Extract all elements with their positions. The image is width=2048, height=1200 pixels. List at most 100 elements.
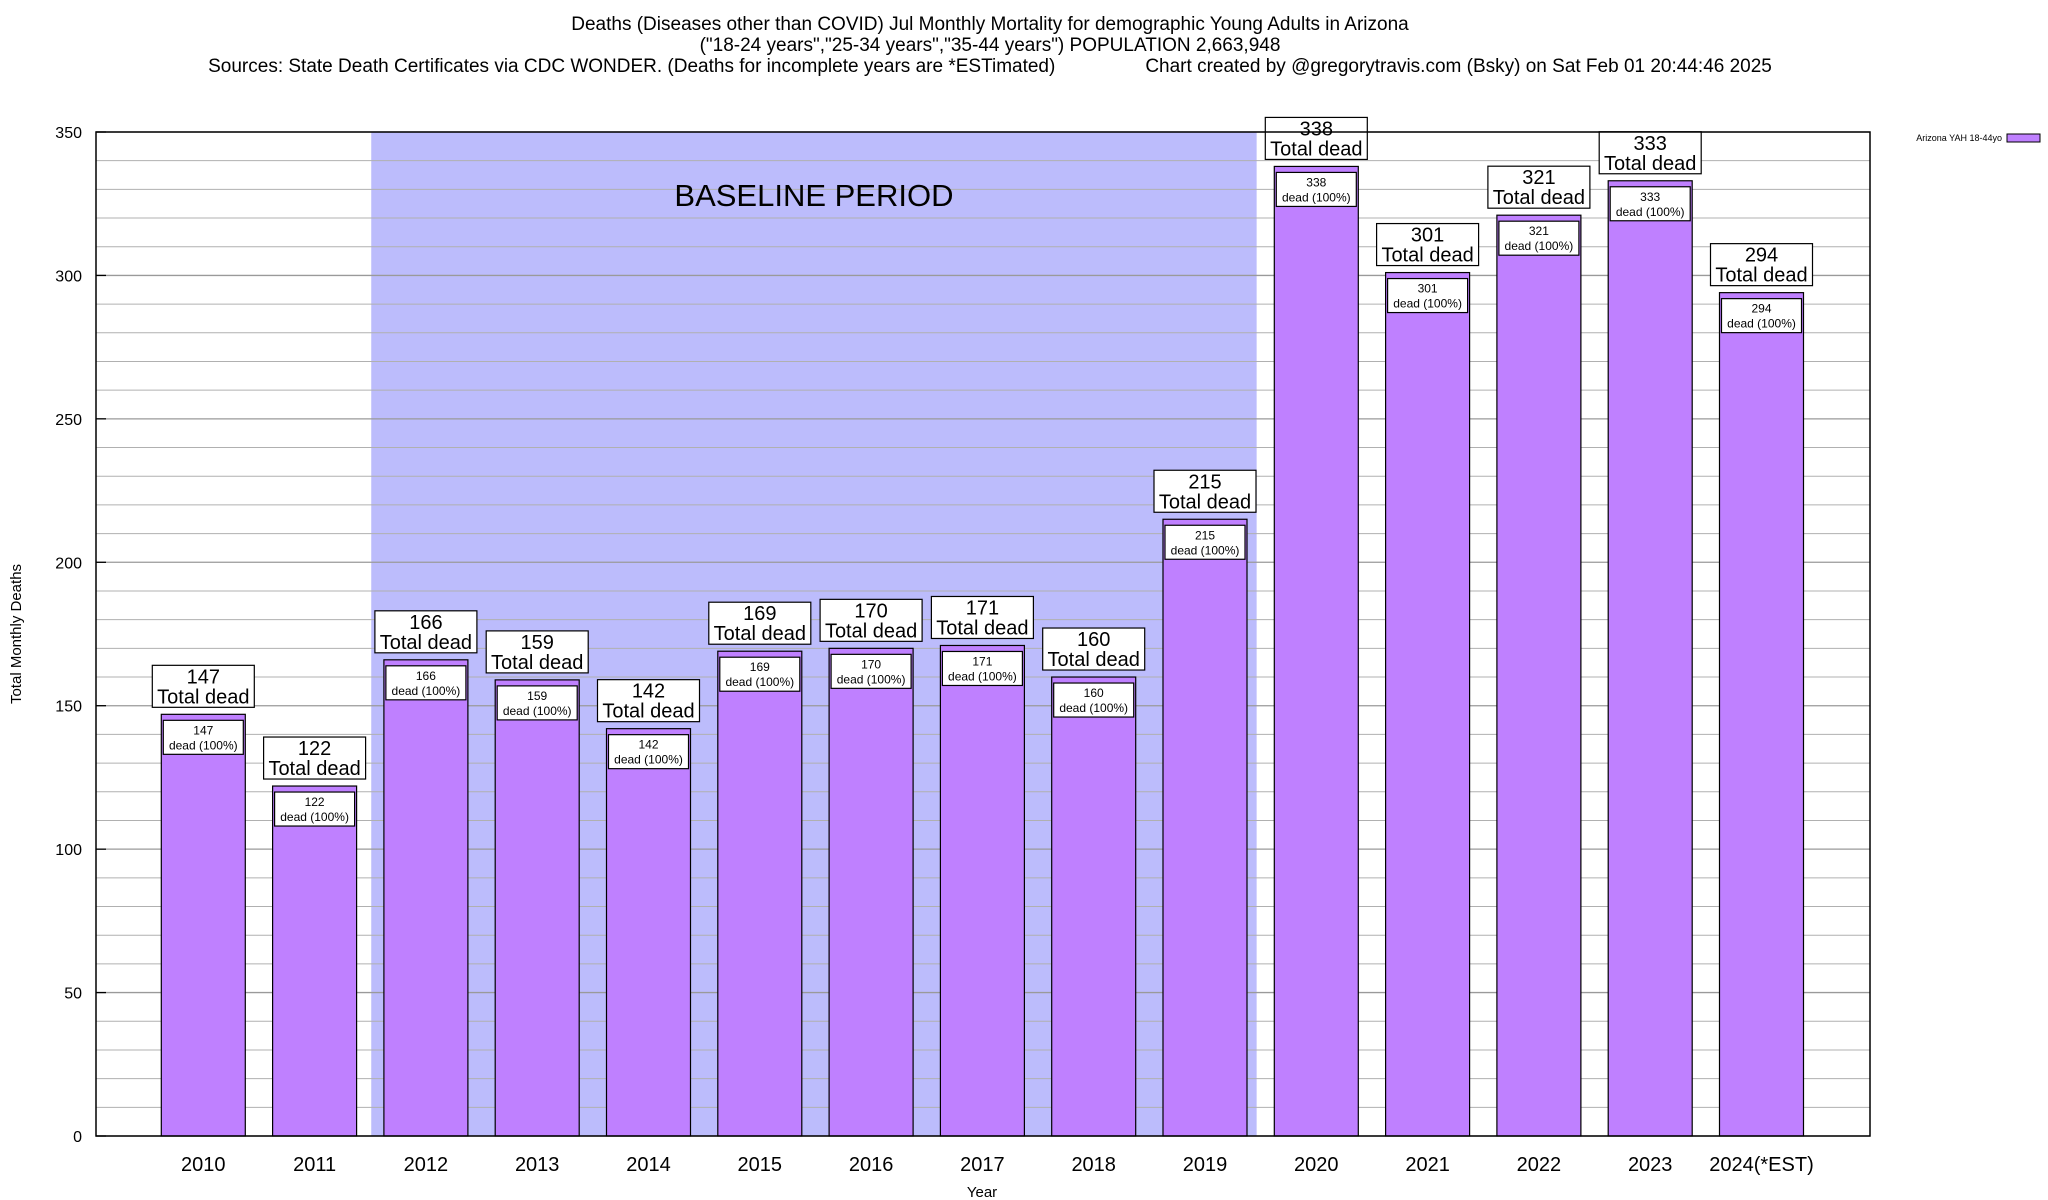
bar-inner-value-label: 169 <box>750 660 770 674</box>
bar <box>1384 271 1471 1137</box>
bar-inner-label-box <box>1164 524 1246 560</box>
legend-label: Arizona YAH 18-44yo <box>1916 133 2002 143</box>
bar-inner-value-label: 171 <box>972 654 992 668</box>
bar-total-value-label: 215 <box>1188 471 1221 493</box>
x-tick-label: 2018 <box>1071 1154 1116 1176</box>
bar-inner-pct-label: dead (100%) <box>1505 239 1574 253</box>
bar-total-label-box <box>1598 131 1702 175</box>
bar-inner-label-box <box>1386 277 1469 314</box>
bar-inner-label-box <box>719 656 801 692</box>
bar-inner-value-label: 321 <box>1529 224 1549 238</box>
bar-inner-label-box <box>1275 171 1357 208</box>
bar <box>272 785 358 1137</box>
bar-inner-value-label: 338 <box>1306 175 1326 189</box>
bar-inner-label-box <box>1053 682 1135 718</box>
chart-title-block: Deaths (Diseases other than COVID) Jul M… <box>0 14 1980 77</box>
bar-total-text-label: Total dead <box>491 652 583 674</box>
bar-inner-pct-label: dead (100%) <box>169 738 238 752</box>
bar-total-value-label: 294 <box>1745 245 1778 267</box>
bar <box>160 713 246 1137</box>
bar <box>494 679 580 1137</box>
bar-inner-label-box <box>162 719 244 755</box>
chart-sources: Sources: State Death Certificates via CD… <box>208 56 1056 77</box>
bar-inner-pct-label: dead (100%) <box>948 669 1017 683</box>
bar-total-text-label: Total dead <box>1159 491 1251 513</box>
bar-total-value-label: 142 <box>632 681 665 703</box>
y-tick-label: 350 <box>55 125 82 142</box>
bar-total-label-box <box>1264 116 1368 161</box>
bar <box>605 728 692 1137</box>
bar-total-label-box <box>1709 243 1814 287</box>
bar <box>1496 214 1582 1137</box>
y-tick-label: 100 <box>55 842 82 859</box>
y-tick-label: 300 <box>55 268 82 285</box>
bar-inner-pct-label: dead (100%) <box>725 675 794 689</box>
bar-inner-value-label: 170 <box>861 657 881 671</box>
y-tick-label: 200 <box>55 555 82 572</box>
bar-inner-value-label: 166 <box>416 669 436 683</box>
bar <box>1718 292 1805 1137</box>
bar-total-text-label: Total dead <box>602 701 694 723</box>
bar <box>717 650 803 1137</box>
bar <box>939 644 1026 1137</box>
bar-inner-pct-label: dead (100%) <box>1282 190 1351 204</box>
x-tick-label: 2021 <box>1405 1154 1450 1176</box>
bar-inner-pct-label: dead (100%) <box>392 684 461 698</box>
bar-inner-label-box <box>1720 298 1803 334</box>
bar-total-label-box <box>1487 165 1591 209</box>
bar-total-label-box <box>485 630 589 674</box>
bar-total-text-label: Total dead <box>1048 649 1140 671</box>
bar-inner-value-label: 333 <box>1640 190 1660 204</box>
x-tick-label: 2015 <box>738 1154 783 1176</box>
y-tick-label: 250 <box>55 412 82 429</box>
bar-inner-value-label: 142 <box>638 738 658 752</box>
bar-total-text-label: Total dead <box>157 686 249 708</box>
bar-inner-pct-label: dead (100%) <box>503 704 572 718</box>
y-axis-title: Total Monthly Deaths <box>8 564 25 704</box>
bar-inner-label-box <box>274 791 356 827</box>
y-tick-label: 150 <box>55 699 82 716</box>
bar-total-value-label: 159 <box>521 632 554 654</box>
bar <box>1051 676 1137 1137</box>
bar-total-value-label: 147 <box>187 666 220 688</box>
bar <box>1607 180 1693 1137</box>
bar-inner-label-box <box>941 650 1024 687</box>
bar-inner-pct-label: dead (100%) <box>1059 701 1128 715</box>
bar-total-value-label: 169 <box>743 603 776 625</box>
bar-total-label-box <box>151 664 255 708</box>
bar-total-text-label: Total dead <box>714 623 806 645</box>
y-tick-label: 50 <box>64 986 82 1003</box>
bar <box>1162 518 1248 1137</box>
x-tick-label: 2022 <box>1517 1154 1562 1176</box>
bar-total-text-label: Total dead <box>825 620 917 642</box>
baseline-label: BASELINE PERIOD <box>674 178 953 213</box>
bar-inner-pct-label: dead (100%) <box>280 810 349 824</box>
bar-inner-value-label: 159 <box>527 689 547 703</box>
bar-total-label-box <box>374 610 478 654</box>
bar-inner-label-box <box>1609 186 1691 222</box>
bar-inner-label-box <box>1498 220 1580 256</box>
bar-inner-pct-label: dead (100%) <box>1171 543 1240 557</box>
bar-total-label-box <box>263 736 367 780</box>
bar-total-value-label: 166 <box>409 612 442 634</box>
bar-total-text-label: Total dead <box>1493 187 1585 209</box>
bar-total-text-label: Total dead <box>1381 245 1473 267</box>
x-tick-label: 2016 <box>849 1154 894 1176</box>
bar-inner-pct-label: dead (100%) <box>1393 297 1462 311</box>
bar-inner-pct-label: dead (100%) <box>837 672 906 686</box>
x-axis-title: Year <box>967 1184 997 1200</box>
bar-total-label-box <box>596 679 701 723</box>
x-tick-label: 2010 <box>181 1154 226 1176</box>
bar-total-label-box <box>819 598 923 642</box>
bar-total-text-label: Total dead <box>268 758 360 780</box>
bar-inner-value-label: 160 <box>1084 686 1104 700</box>
chart-title: Deaths (Diseases other than COVID) Jul M… <box>571 14 1409 35</box>
bar-total-label-box <box>930 595 1035 640</box>
bar-total-text-label: Total dead <box>1604 153 1696 175</box>
bar-total-value-label: 160 <box>1077 629 1110 651</box>
bar-total-value-label: 170 <box>854 600 887 622</box>
bar-inner-pct-label: dead (100%) <box>1727 317 1796 331</box>
bar-total-value-label: 321 <box>1522 167 1555 189</box>
bar-inner-pct-label: dead (100%) <box>1616 205 1685 219</box>
